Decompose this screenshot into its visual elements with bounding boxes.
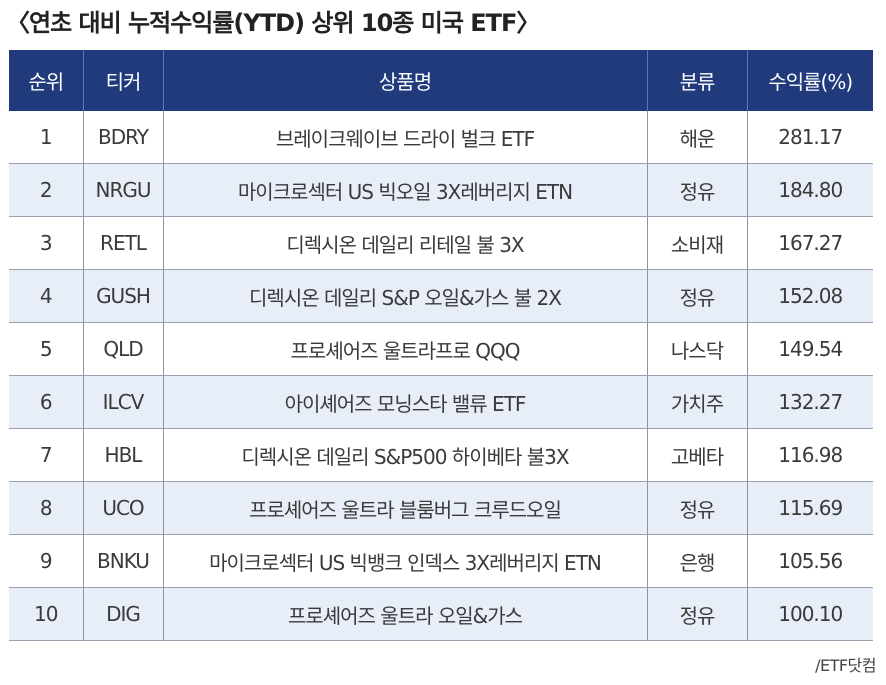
cell-ticker: UCO — [82, 481, 163, 535]
cell-rank: 10 — [9, 587, 83, 641]
cell-rank: 9 — [9, 534, 83, 588]
cell-return: 132.27 — [746, 375, 873, 429]
cell-return: 100.10 — [746, 587, 873, 641]
cell-product-name: 프로셰어즈 울트라 오일&가스 — [162, 587, 647, 641]
table-row: 6 ILCV 아이셰어즈 모닝스타 밸류 ETF 가치주 132.27 — [9, 375, 873, 429]
cell-return: 184.80 — [746, 163, 873, 217]
cell-category: 가치주 — [646, 375, 747, 429]
cell-rank: 8 — [9, 481, 83, 535]
cell-category: 해운 — [646, 111, 747, 164]
header-category: 분류 — [646, 50, 747, 111]
cell-category: 정유 — [646, 587, 747, 641]
cell-product-name: 프로셰어즈 울트라프로 QQQ — [162, 322, 647, 376]
cell-return: 105.56 — [746, 534, 873, 588]
cell-category: 정유 — [646, 163, 747, 217]
cell-ticker: ILCV — [82, 375, 163, 429]
table-row: 3 RETL 디렉시온 데일리 리테일 불 3X 소비재 167.27 — [9, 216, 873, 270]
cell-return: 116.98 — [746, 428, 873, 482]
cell-category: 소비재 — [646, 216, 747, 270]
cell-product-name: 아이셰어즈 모닝스타 밸류 ETF — [162, 375, 647, 429]
cell-ticker: GUSH — [82, 269, 163, 323]
cell-category: 고베타 — [646, 428, 747, 482]
cell-product-name: 브레이크웨이브 드라이 벌크 ETF — [162, 111, 647, 164]
cell-rank: 1 — [9, 111, 83, 164]
cell-return: 167.27 — [746, 216, 873, 270]
cell-rank: 6 — [9, 375, 83, 429]
cell-product-name: 마이크로섹터 US 빅뱅크 인덱스 3X레버리지 ETN — [162, 534, 647, 588]
cell-ticker: DIG — [82, 587, 163, 641]
cell-ticker: QLD — [82, 322, 163, 376]
cell-return: 152.08 — [746, 269, 873, 323]
cell-rank: 2 — [9, 163, 83, 217]
cell-ticker: RETL — [82, 216, 163, 270]
cell-category: 은행 — [646, 534, 747, 588]
cell-return: 115.69 — [746, 481, 873, 535]
table-row: 10 DIG 프로셰어즈 울트라 오일&가스 정유 100.10 — [9, 587, 873, 641]
cell-ticker: HBL — [82, 428, 163, 482]
table-row: 5 QLD 프로셰어즈 울트라프로 QQQ 나스닥 149.54 — [9, 322, 873, 376]
cell-ticker: BDRY — [82, 111, 163, 164]
cell-ticker: BNKU — [82, 534, 163, 588]
cell-product-name: 프로셰어즈 울트라 블룸버그 크루드오일 — [162, 481, 647, 535]
table-row: 9 BNKU 마이크로섹터 US 빅뱅크 인덱스 3X레버리지 ETN 은행 1… — [9, 534, 873, 588]
cell-return: 149.54 — [746, 322, 873, 376]
cell-category: 정유 — [646, 269, 747, 323]
table-row: 4 GUSH 디렉시온 데일리 S&P 오일&가스 불 2X 정유 152.08 — [9, 269, 873, 323]
cell-ticker: NRGU — [82, 163, 163, 217]
cell-category: 정유 — [646, 481, 747, 535]
table-row: 1 BDRY 브레이크웨이브 드라이 벌크 ETF 해운 281.17 — [9, 111, 873, 164]
cell-product-name: 디렉시온 데일리 S&P500 하이베타 불3X — [162, 428, 647, 482]
cell-rank: 5 — [9, 322, 83, 376]
table-row: 7 HBL 디렉시온 데일리 S&P500 하이베타 불3X 고베타 116.9… — [9, 428, 873, 482]
header-rank: 순위 — [9, 50, 83, 111]
cell-rank: 3 — [9, 216, 83, 270]
cell-product-name: 디렉시온 데일리 S&P 오일&가스 불 2X — [162, 269, 647, 323]
source-credit: /ETF닷컴 — [815, 656, 876, 675]
table-row: 2 NRGU 마이크로섹터 US 빅오일 3X레버리지 ETN 정유 184.8… — [9, 163, 873, 217]
cell-rank: 7 — [9, 428, 83, 482]
table-row: 8 UCO 프로셰어즈 울트라 블룸버그 크루드오일 정유 115.69 — [9, 481, 873, 535]
cell-category: 나스닥 — [646, 322, 747, 376]
header-return: 수익률(%) — [746, 50, 873, 111]
cell-product-name: 마이크로섹터 US 빅오일 3X레버리지 ETN — [162, 163, 647, 217]
cell-return: 281.17 — [746, 111, 873, 164]
table-title: 〈연초 대비 누적수익률(YTD) 상위 10종 미국 ETF〉 — [6, 9, 540, 37]
header-ticker: 티커 — [82, 50, 163, 111]
cell-rank: 4 — [9, 269, 83, 323]
header-product-name: 상품명 — [162, 50, 647, 111]
header-row: 순위 티커 상품명 분류 수익률(%) — [9, 50, 873, 111]
etf-ranking-table: 순위 티커 상품명 분류 수익률(%) 1 BDRY 브레이크웨이브 드라이 벌… — [9, 50, 873, 641]
cell-product-name: 디렉시온 데일리 리테일 불 3X — [162, 216, 647, 270]
